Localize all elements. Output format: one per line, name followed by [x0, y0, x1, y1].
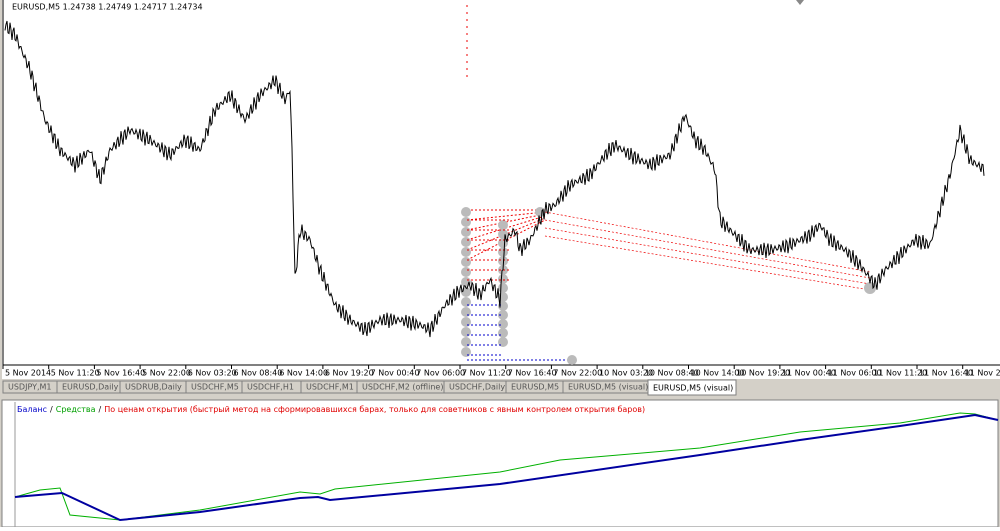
time-label: 6 Nov 19:20	[325, 369, 374, 378]
tester-graph	[1, 399, 999, 528]
time-label: 5 Nov 16:40	[96, 369, 145, 378]
tabs: USDJPY,M1 EURUSD,Daily USDRUB,Daily USDCHF,…	[2, 379, 737, 396]
trade-marker	[461, 317, 471, 327]
time-label: 7 Nov 06:00	[416, 369, 465, 378]
trade-link	[466, 211, 546, 221]
time-label: 11 Nov 16:40	[919, 369, 973, 378]
balance-line	[14, 413, 999, 522]
trade-marker	[461, 267, 471, 277]
tab-label[interactable]: EURUSD,Daily	[62, 383, 119, 392]
legend-item: Баланс	[17, 405, 47, 414]
trade-marker	[498, 274, 508, 284]
price-line	[4, 20, 985, 338]
time-label: 6 Nov 03:20	[188, 369, 237, 378]
tab-label[interactable]: EURUSD,M5	[511, 383, 559, 392]
trade-marker	[461, 247, 471, 257]
legend-separator: /	[50, 405, 53, 414]
trade-marker	[461, 217, 471, 227]
time-label: 6 Nov 14:00	[279, 369, 328, 378]
trade-marker	[461, 327, 471, 337]
equity-line	[14, 412, 999, 521]
time-label: 7 Nov 11:20	[462, 369, 511, 378]
trade-marker	[461, 337, 471, 347]
time-label: 7 Nov 16:40	[508, 369, 557, 378]
trade-marker	[498, 283, 508, 293]
trade-marker	[498, 220, 508, 230]
trade-marker	[498, 247, 508, 257]
tab-label[interactable]: EURUSD,M5 (visual)	[568, 383, 648, 392]
trade-marker	[461, 237, 471, 247]
tab-label[interactable]: EURUSD,M5 (visual)	[653, 384, 733, 393]
time-label: 7 Nov 00:40	[371, 369, 420, 378]
tab-label[interactable]: USDCHF,Daily	[449, 383, 505, 392]
time-label: 11 Nov 11:20	[873, 369, 927, 378]
trade-marker	[567, 355, 577, 365]
time-label: 11 Nov 00:40	[782, 369, 836, 378]
legend-item: По ценам открытия (быстрый метод на сфор…	[104, 405, 645, 414]
legend-separator: /	[99, 405, 102, 414]
time-label: 6 Nov 08:40	[234, 369, 283, 378]
time-label: 10 Nov 08:40	[645, 369, 699, 378]
tab-label[interactable]: USDCHF,M1	[306, 383, 354, 392]
chart-header: EURUSD,M5 1.24738 1.24749 1.24717 1.2473…	[12, 3, 203, 12]
time-label: 5 Nov 2014	[5, 369, 51, 378]
graph-legend: Баланс / Средства / По ценам открытия (быстр…	[17, 405, 645, 414]
trade-marker	[461, 307, 471, 317]
trade-marker	[498, 319, 508, 329]
time-label: 10 Nov 14:00	[691, 369, 745, 378]
trade-link	[544, 219, 871, 279]
shift-marker	[796, 0, 804, 5]
tab-label[interactable]: USDCHF,H1	[247, 383, 294, 392]
trade-link	[466, 219, 546, 261]
trade-marker	[461, 347, 471, 357]
trade-link	[544, 235, 871, 291]
trades	[461, 207, 876, 365]
legend-item: Средства	[56, 405, 96, 414]
time-label: 10 Nov 03:20	[599, 369, 653, 378]
tab-label[interactable]: USDRUB,Daily	[125, 383, 182, 392]
tab-label[interactable]: USDCHF,M5	[191, 383, 239, 392]
trade-link	[466, 213, 546, 231]
trade-marker	[461, 297, 471, 307]
trade-marker	[461, 257, 471, 267]
trade-link	[544, 227, 871, 285]
trade-marker	[498, 256, 508, 266]
tab-label[interactable]: USDJPY,M1	[8, 383, 52, 392]
trade-marker	[461, 207, 471, 217]
time-label: 11 Nov 22:	[965, 369, 1000, 378]
time-label: 10 Nov 19:20	[736, 369, 790, 378]
time-label: 11 Nov 06:00	[828, 369, 882, 378]
time-label: 5 Nov 11:20	[51, 369, 100, 378]
tab-active[interactable]	[647, 379, 737, 396]
tab-label[interactable]: USDCHF,M2 (offline)	[362, 383, 443, 392]
time-axis: 5 Nov 2014 5 Nov 11:205 Nov 16:405 Nov 22…	[2, 365, 1000, 378]
time-label: 5 Nov 22:00	[142, 369, 191, 378]
time-label: 7 Nov 22:00	[553, 369, 602, 378]
trade-marker	[498, 310, 508, 320]
trade-link	[544, 211, 871, 273]
trade-marker	[498, 328, 508, 338]
trade-marker	[461, 227, 471, 237]
